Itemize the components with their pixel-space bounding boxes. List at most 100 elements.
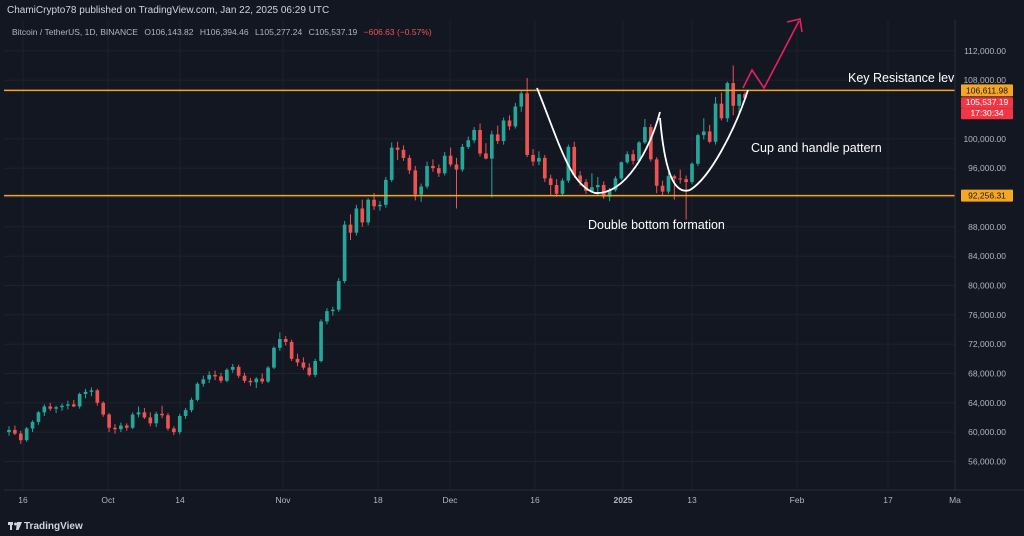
- candle-body: [389, 147, 394, 180]
- ohlc-close: C105,537.19: [308, 27, 358, 37]
- candle: [142, 407, 147, 419]
- x-tick-label: 13: [687, 495, 697, 505]
- candle: [301, 357, 306, 370]
- x-tick-label: 17: [883, 495, 893, 505]
- candle: [696, 133, 700, 166]
- candle-body: [60, 405, 64, 408]
- candle: [230, 363, 235, 373]
- candle: [531, 149, 535, 166]
- x-tick-label: 14: [175, 495, 185, 505]
- candle-body: [395, 147, 400, 150]
- candle-body: [696, 135, 700, 164]
- candle: [360, 199, 365, 227]
- candle: [684, 175, 688, 220]
- candle: [136, 406, 141, 418]
- x-tick-label: Dec: [442, 495, 458, 505]
- projection-arrowhead: [786, 18, 803, 33]
- ohlc-low: L105,277.24: [254, 27, 303, 37]
- candle: [501, 117, 506, 145]
- candle: [60, 403, 64, 411]
- candle: [172, 426, 176, 436]
- candle: [701, 118, 706, 140]
- candle-body: [36, 412, 41, 422]
- candle: [507, 115, 512, 131]
- candle-body: [307, 367, 312, 375]
- candle-body: [77, 394, 82, 407]
- candle: [625, 151, 630, 164]
- candle: [478, 123, 482, 157]
- candle: [177, 413, 182, 435]
- y-tick-label: 80,000.00: [968, 280, 1006, 290]
- candle-body: [260, 378, 265, 382]
- candle-body: [136, 412, 141, 415]
- tradingview-logo-icon[interactable]: [8, 522, 22, 531]
- candle: [542, 154, 547, 183]
- candle: [436, 164, 441, 177]
- candle: [30, 420, 35, 433]
- candle-body: [313, 361, 318, 375]
- candle: [331, 306, 335, 316]
- candle-body: [95, 390, 100, 403]
- top-bar: ChamiCrypto78 published on TradingView.c…: [0, 0, 1024, 22]
- candle: [572, 141, 577, 178]
- ohlc-high: H106,394.46: [199, 27, 249, 37]
- candle-body: [66, 404, 70, 406]
- candle: [95, 388, 100, 406]
- candle: [166, 413, 170, 431]
- candle: [48, 402, 53, 411]
- candle-body: [478, 130, 482, 154]
- price-tag: 92,256.31: [961, 189, 1013, 202]
- candle: [101, 401, 106, 417]
- candle: [495, 125, 500, 144]
- candle-body: [13, 429, 17, 434]
- candle-body: [207, 374, 212, 380]
- price-tag-label: 17:30:34: [970, 108, 1003, 118]
- candle: [42, 404, 47, 417]
- candle: [654, 157, 659, 194]
- y-tick-label: 84,000.00: [968, 251, 1006, 261]
- ohlc-open: O106,143.82: [144, 27, 194, 37]
- candle-body: [619, 162, 624, 179]
- candle-body: [130, 414, 135, 428]
- candle-body: [354, 208, 359, 233]
- candle-body: [690, 163, 694, 183]
- candle: [89, 387, 94, 397]
- candle: [278, 332, 282, 351]
- candle-body: [42, 406, 47, 413]
- candle: [519, 91, 524, 112]
- candle-body: [554, 185, 559, 194]
- candle-body: [119, 425, 123, 430]
- candle: [419, 183, 423, 202]
- candle: [737, 94, 741, 114]
- candle-body: [737, 94, 741, 106]
- candle: [631, 149, 635, 165]
- candle: [124, 423, 129, 431]
- candle-body: [643, 127, 647, 143]
- candle-body: [519, 93, 524, 107]
- candle: [113, 424, 117, 434]
- candle: [678, 169, 683, 184]
- candle: [648, 124, 653, 162]
- bottom-bar: TradingView: [0, 518, 1024, 536]
- candle-body: [160, 413, 164, 416]
- candle-body: [631, 154, 635, 161]
- candle-body: [401, 149, 406, 158]
- candle-body: [542, 157, 547, 179]
- candle: [66, 400, 70, 410]
- candle-body: [30, 421, 35, 429]
- candle-body: [442, 155, 447, 174]
- candle-body: [154, 413, 159, 424]
- candle: [54, 405, 58, 414]
- publish-info: ChamiCrypto78 published on TradingView.c…: [7, 5, 330, 16]
- candle: [472, 127, 476, 144]
- x-tick-label: 16: [18, 495, 28, 505]
- candle-body: [301, 362, 306, 368]
- candle-body: [560, 180, 565, 194]
- candle: [36, 410, 41, 425]
- candle: [119, 422, 123, 433]
- candle-body: [719, 103, 724, 119]
- candle: [713, 97, 718, 145]
- y-tick-label: 96,000.00: [968, 163, 1006, 173]
